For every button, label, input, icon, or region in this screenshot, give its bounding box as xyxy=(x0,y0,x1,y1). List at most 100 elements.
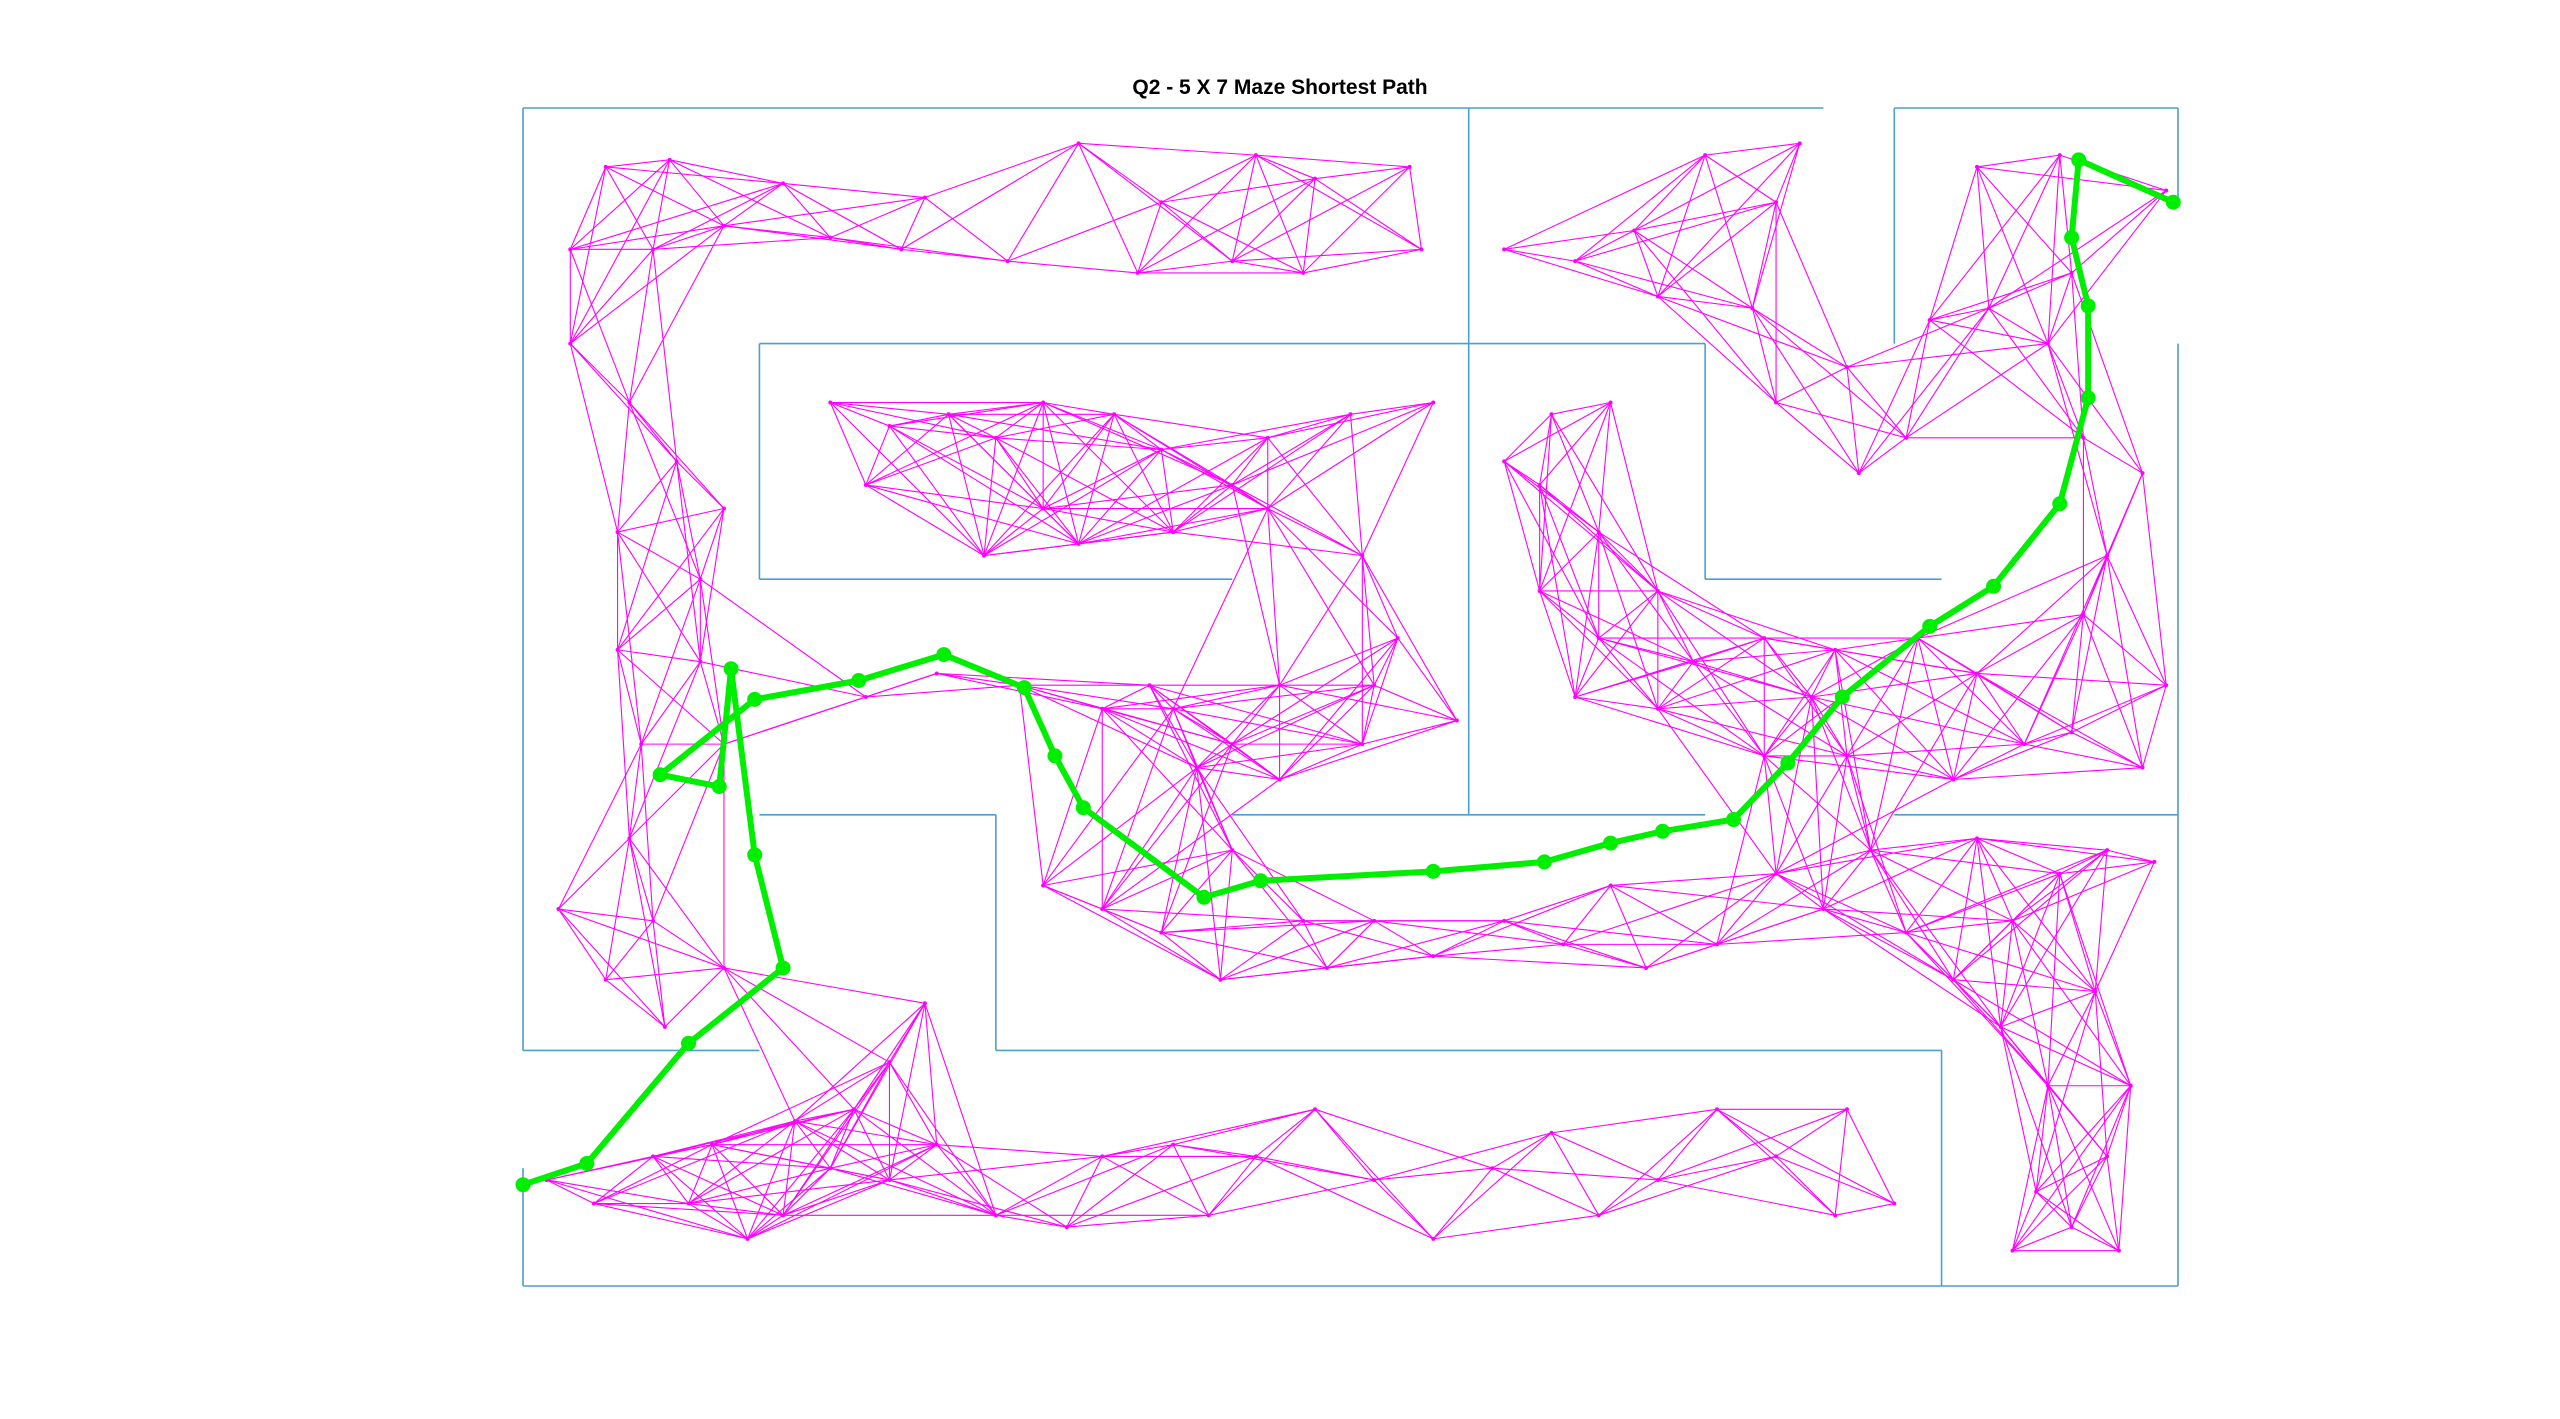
roadmap-edge-582 xyxy=(1775,873,1907,934)
roadmap-edge-286 xyxy=(1042,449,1162,510)
roadmap-edge-464 xyxy=(1693,661,1812,698)
roadmap-edge-184 xyxy=(676,461,725,509)
roadmap-edge-260 xyxy=(948,413,1162,451)
roadmap-edge-584 xyxy=(1822,849,1872,910)
roadmap-edge-404 xyxy=(1373,684,1458,722)
roadmap-edge-669 xyxy=(652,1156,748,1240)
roadmap-node-172 xyxy=(1655,1177,1660,1182)
roadmap-edge-338 xyxy=(1279,637,1398,686)
roadmap-edge-60 xyxy=(1137,178,1316,274)
path-point-18 xyxy=(1047,748,1063,764)
roadmap-edge-504 xyxy=(1834,649,1954,780)
roadmap-edge-82 xyxy=(1633,142,1800,231)
roadmap-edge-510 xyxy=(1976,673,2025,745)
roadmap-edge-235 xyxy=(723,967,890,1063)
roadmap-node-166 xyxy=(1313,1107,1318,1112)
roadmap-edge-607 xyxy=(1953,979,2131,1087)
roadmap-edge-126 xyxy=(1905,307,1990,439)
roadmap-edge-682 xyxy=(711,1144,784,1216)
path-point-19 xyxy=(1016,680,1032,696)
roadmap-node-96 xyxy=(1537,482,1542,487)
roadmap-node-44 xyxy=(2140,765,2145,770)
roadmap-edge-430 xyxy=(1574,532,1600,698)
roadmap-edge-37 xyxy=(900,197,926,250)
roadmap-edge-7 xyxy=(569,159,670,250)
roadmap-node-72 xyxy=(1171,530,1176,535)
roadmap-edge-624 xyxy=(2094,861,2155,992)
roadmap-edge-399 xyxy=(1279,684,1363,745)
roadmap-edge-15 xyxy=(782,183,831,238)
roadmap-edge-687 xyxy=(711,1061,890,1146)
roadmap-node-52 xyxy=(698,659,703,664)
roadmap-edge-188 xyxy=(676,461,701,662)
roadmap-edge-121 xyxy=(2071,272,2084,438)
roadmap-node-71 xyxy=(982,553,987,558)
roadmap-edge-68 xyxy=(1137,260,1233,274)
roadmap-node-11 xyxy=(1313,176,1318,181)
roadmap-node-143 xyxy=(2069,1225,2074,1230)
roadmap-edge-784 xyxy=(1775,1108,1848,1157)
roadmap-edge-566 xyxy=(1563,943,1647,969)
roadmap-edge-541 xyxy=(1219,850,1233,980)
roadmap-edge-560 xyxy=(1433,955,1647,969)
roadmap-edge-713 xyxy=(829,1003,926,1169)
roadmap-edge-28 xyxy=(723,196,926,227)
path-point-29 xyxy=(579,1155,595,1171)
roadmap-edge-644 xyxy=(2118,1085,2132,1251)
roadmap-node-173 xyxy=(1714,1107,1719,1112)
roadmap-edge-205 xyxy=(617,649,630,839)
roadmap-edge-666 xyxy=(593,1120,796,1205)
roadmap-edge-557 xyxy=(1433,920,1505,957)
roadmap-edge-108 xyxy=(1976,166,2049,344)
roadmap-edge-23 xyxy=(652,237,831,250)
roadmap-edge-438 xyxy=(1598,590,1659,639)
roadmap-edge-287 xyxy=(1078,449,1162,545)
roadmap-node-116 xyxy=(1159,930,1164,935)
roadmap-edge-390 xyxy=(1231,684,1281,745)
roadmap-edge-495 xyxy=(1846,743,2025,757)
roadmap-edge-312 xyxy=(1231,484,1269,509)
roadmap-node-35 xyxy=(1774,400,1779,405)
roadmap-edge-178 xyxy=(569,343,678,462)
roadmap-edge-66 xyxy=(1232,260,1304,274)
roadmap-edge-675 xyxy=(688,1203,748,1240)
roadmap-edge-296 xyxy=(1043,507,1174,533)
roadmap-node-101 xyxy=(1655,706,1660,711)
roadmap-node-152 xyxy=(781,1213,786,1218)
roadmap-edge-36 xyxy=(924,197,1009,262)
roadmap-node-177 xyxy=(1845,1107,1849,1112)
roadmap-edge-512 xyxy=(1870,673,1978,851)
roadmap-node-65 xyxy=(993,435,998,440)
roadmap-edge-329 xyxy=(1361,555,1399,639)
roadmap-edge-13 xyxy=(652,182,784,250)
roadmap-edge-46 xyxy=(1161,201,1304,274)
roadmap-edge-718 xyxy=(888,1003,926,1181)
roadmap-node-17 xyxy=(1005,259,1010,264)
path-point-1 xyxy=(2071,152,2087,168)
roadmap-edge-231 xyxy=(605,967,725,981)
roadmap-edge-429 xyxy=(1598,531,1659,709)
roadmap-edge-502 xyxy=(1835,649,1978,674)
roadmap-edge-461 xyxy=(1574,637,1765,698)
roadmap-node-8 xyxy=(1076,141,1081,146)
roadmap-edge-69 xyxy=(1007,260,1138,274)
roadmap-node-136 xyxy=(2152,859,2157,864)
roadmap-edge-33 xyxy=(830,237,1008,262)
roadmap-edge-253 xyxy=(865,402,1044,486)
roadmap-edge-546 xyxy=(1303,920,1434,957)
roadmap-edge-531 xyxy=(1102,849,1233,910)
roadmap-edge-440 xyxy=(1574,637,1600,698)
roadmap-node-121 xyxy=(1324,965,1329,970)
roadmap-edge-627 xyxy=(2000,1026,2131,1087)
path-point-24 xyxy=(711,779,727,795)
roadmap-node-41 xyxy=(2081,612,2086,617)
roadmap-edge-190 xyxy=(699,508,725,580)
roadmap-edge-143 xyxy=(1858,437,1907,474)
path-point-11 xyxy=(1655,823,1671,839)
roadmap-edge-606 xyxy=(1953,979,2096,993)
roadmap-edge-21 xyxy=(569,249,630,403)
roadmap-edge-706 xyxy=(794,1108,855,1122)
roadmap-edge-595 xyxy=(1906,920,2013,934)
roadmap-node-127 xyxy=(1714,942,1719,947)
path-line xyxy=(520,156,2177,1188)
